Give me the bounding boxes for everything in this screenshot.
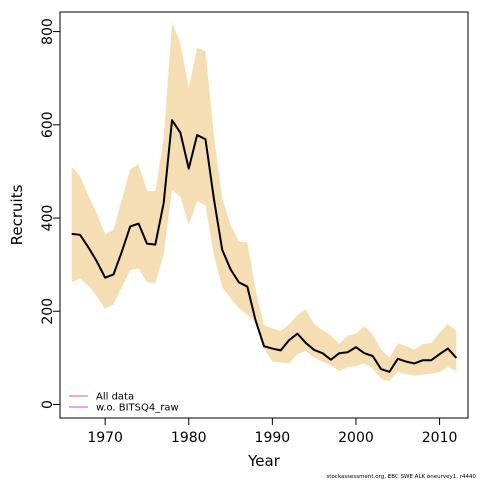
footnote-credit: stockassessment.org, EBC SWE ALK oneurve…	[326, 474, 476, 480]
y-tick-label-200: 200	[40, 298, 56, 325]
x-axis-title: Year	[247, 452, 281, 470]
y-axis-title: Recruits	[8, 184, 26, 245]
legend-label-2: w.o. BITSQ4_raw	[96, 403, 179, 414]
legend-label-1: All data	[96, 392, 134, 403]
x-tick-label-1970: 1970	[87, 430, 123, 446]
confidence-band	[71, 22, 457, 382]
y-axis: 0 200 400 600 800	[40, 18, 61, 409]
x-tick-label-2010: 2010	[422, 430, 458, 446]
y-tick-label-400: 400	[40, 205, 56, 232]
confidence-band-layer	[71, 22, 457, 382]
series-line-estimate	[71, 119, 458, 373]
x-tick-label-1980: 1980	[171, 430, 207, 446]
y-tick-label-800: 800	[40, 18, 56, 45]
y-tick-label-0: 0	[40, 400, 56, 409]
x-tick-label-1990: 1990	[255, 430, 291, 446]
x-tick-label-2000: 2000	[338, 430, 374, 446]
x-axis: 1970 1980 1990 2000 2010	[87, 417, 458, 446]
y-tick-label-600: 600	[40, 111, 56, 138]
series-line-layer	[71, 119, 458, 373]
